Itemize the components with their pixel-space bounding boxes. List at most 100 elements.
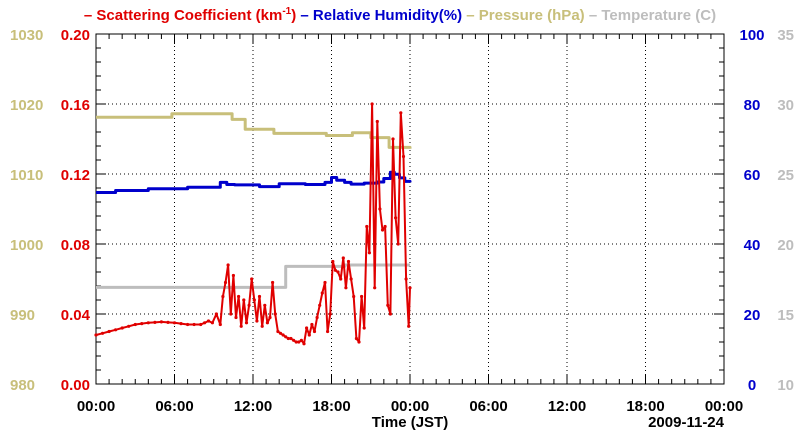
scattering-axis-tick-label: 0.16 <box>61 97 90 114</box>
data-point-scattering <box>257 294 262 299</box>
x-axis-title: Time (JST) <box>372 414 448 431</box>
x-axis-tick-label: 06:00 <box>155 398 193 415</box>
grid <box>96 34 724 384</box>
data-point-scattering <box>388 312 392 316</box>
data-point-scattering <box>307 333 311 337</box>
data-point-scattering <box>218 322 222 327</box>
data-point-scattering <box>206 319 211 323</box>
x-axis-tick-label: 12:00 <box>234 398 272 415</box>
humidity-axis-tick-label: 80 <box>744 97 761 114</box>
x-axis-tick-label: 00:00 <box>77 398 115 415</box>
data-point-scattering <box>354 336 358 341</box>
data-point-scattering <box>146 321 150 325</box>
data-point-scattering <box>239 324 243 328</box>
data-point-scattering <box>263 303 267 307</box>
data-point-scattering <box>365 224 369 229</box>
x-axis-tick-label: 06:00 <box>469 398 507 415</box>
data-point-scattering <box>370 102 374 106</box>
data-point-scattering <box>255 319 259 323</box>
data-point-scattering <box>326 329 330 334</box>
axis-ticks <box>95 33 725 385</box>
temperature-axis-tick-label: 30 <box>777 97 794 114</box>
data-point-scattering <box>320 291 324 295</box>
data-point-scattering <box>302 342 306 346</box>
data-point-scattering <box>375 119 379 124</box>
data-point-scattering <box>159 320 163 324</box>
x-axis-tick-label: 18:00 <box>626 398 664 415</box>
data-point-scattering <box>292 338 296 342</box>
legend-item-pressure: – Pressure (hPa) <box>462 7 585 24</box>
data-point-scattering <box>331 259 335 264</box>
series-line-pressure <box>96 112 412 149</box>
pressure-axis-tick-label: 1020 <box>10 97 43 114</box>
data-point-scattering <box>299 338 303 342</box>
data-point-scattering <box>271 280 275 285</box>
data-point-scattering <box>357 340 361 344</box>
data-point-scattering <box>172 321 177 325</box>
data-point-scattering <box>260 324 264 328</box>
humidity-axis-tick-label: 60 <box>744 167 761 184</box>
pressure-axis-tick-label: 1010 <box>10 167 43 184</box>
data-point-scattering <box>386 303 390 307</box>
data-point-scattering <box>349 277 353 281</box>
temperature-axis-tick-label: 35 <box>777 27 794 44</box>
data-point-scattering <box>153 320 157 324</box>
pressure-axis-tick-label: 1000 <box>10 237 43 254</box>
data-point-scattering <box>114 328 118 332</box>
legend-suffix: C) <box>700 7 716 24</box>
data-point-scattering <box>223 280 228 285</box>
data-point-scattering <box>378 207 382 211</box>
x-axis-tick-label: 12:00 <box>548 398 586 415</box>
pressure-axis-tick-label: 980 <box>10 377 35 394</box>
scattering-axis-tick-label: 0.12 <box>61 167 90 184</box>
scattering-axis-tick-label: 0.08 <box>61 237 90 254</box>
scattering-axis-tick-label: 0.00 <box>61 377 90 394</box>
data-point-scattering <box>133 322 137 327</box>
data-point-scattering <box>401 154 406 159</box>
data-point-scattering <box>250 277 254 281</box>
data-point-scattering <box>312 329 317 334</box>
data-point-scattering <box>310 322 314 327</box>
data-point-scattering <box>367 251 371 255</box>
data-point-scattering <box>186 322 190 327</box>
data-point-scattering <box>237 294 241 299</box>
data-point-scattering <box>373 286 377 290</box>
data-point-scattering <box>336 270 340 274</box>
legend-item-humidity: – Relative Humidity(%) <box>296 7 462 24</box>
data-point-scattering <box>234 315 238 320</box>
x-axis-tick-label: 18:00 <box>312 398 350 415</box>
data-point-scattering <box>273 312 277 316</box>
series-line-temperature <box>96 263 410 289</box>
data-point-scattering <box>346 259 351 264</box>
data-point-scattering <box>297 340 301 344</box>
data-point-scattering <box>278 331 283 335</box>
pressure-axis-tick-label: 1030 <box>10 27 43 44</box>
data-point-scattering <box>341 256 345 260</box>
legend-item-temperature: – Temperature ( <box>585 7 701 24</box>
humidity-axis-tick-label: 0 <box>748 377 756 394</box>
x-axis-tick-label: 00:00 <box>391 398 429 415</box>
temperature-axis-tick-label: 10 <box>777 377 794 394</box>
temperature-axis-tick-label: 20 <box>777 237 794 254</box>
series-group <box>94 102 412 346</box>
pressure-axis-tick-label: 990 <box>10 307 35 324</box>
data-point-scattering <box>352 294 356 299</box>
data-point-scattering <box>315 315 319 320</box>
humidity-axis-tick-label: 20 <box>744 307 761 324</box>
data-point-scattering <box>179 322 183 326</box>
data-point-scattering <box>362 326 366 330</box>
data-point-scattering <box>396 242 400 246</box>
data-point-scattering <box>100 331 105 335</box>
data-point-scattering <box>407 324 411 328</box>
data-point-scattering <box>394 216 398 220</box>
temperature-axis-tick-label: 25 <box>777 167 794 184</box>
legend-item-scattering: – Scattering Coefficient (km <box>84 7 282 24</box>
data-point-scattering <box>286 336 290 341</box>
data-point-scattering <box>344 286 348 290</box>
data-point-scattering <box>140 322 144 326</box>
data-point-scattering <box>383 224 387 229</box>
humidity-axis-tick-label: 100 <box>739 27 764 44</box>
data-point-scattering <box>226 263 230 267</box>
data-point-scattering <box>229 312 233 316</box>
data-point-scattering <box>404 277 408 281</box>
